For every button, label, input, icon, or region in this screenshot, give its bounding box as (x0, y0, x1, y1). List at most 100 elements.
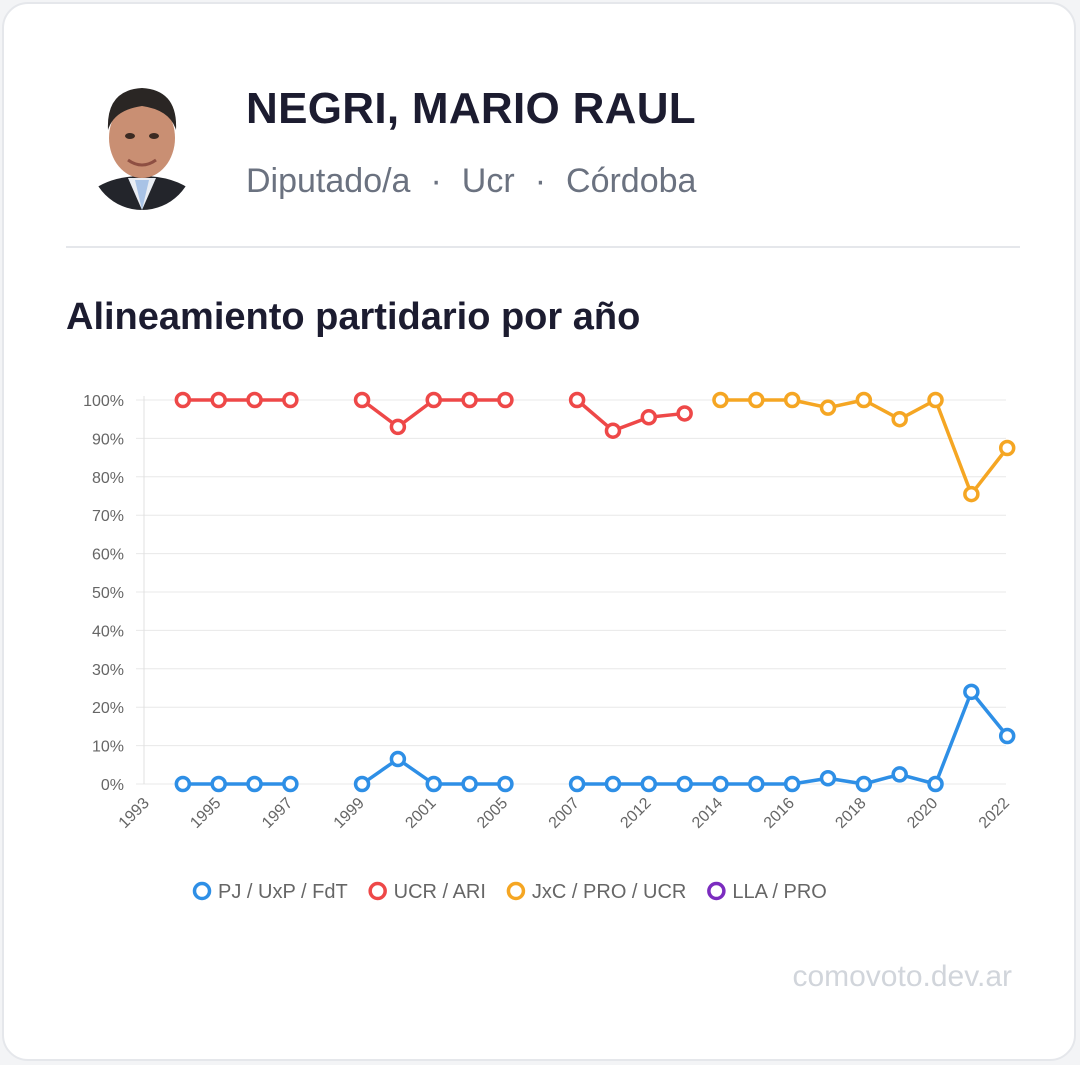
watermark: comovoto.dev.ar (792, 960, 1012, 993)
legend-marker (368, 881, 387, 901)
y-tick-label: 90% (92, 431, 124, 448)
data-point (282, 391, 299, 409)
deputy-role: Diputado/a (246, 162, 411, 200)
data-point (640, 409, 658, 426)
data-point (389, 750, 407, 768)
x-tick-label: 1997 (259, 795, 296, 832)
data-point (712, 391, 729, 409)
x-tick-label: 1995 (187, 795, 224, 832)
data-point (927, 391, 944, 409)
x-tick-label: 2001 (402, 795, 439, 832)
y-tick-label: 10% (92, 739, 124, 756)
x-tick-label: 2014 (689, 795, 726, 832)
x-tick-label: 2005 (474, 795, 511, 832)
data-point (927, 775, 944, 793)
legend-marker (506, 881, 526, 901)
data-point (497, 775, 514, 793)
data-point (497, 391, 514, 409)
data-point (353, 391, 371, 409)
data-point (891, 766, 908, 783)
data-point (998, 727, 1016, 745)
data-point (998, 439, 1016, 457)
data-point (353, 775, 371, 793)
y-tick-label: 0% (101, 777, 124, 794)
legend-marker (192, 881, 212, 901)
series-PJ / UxP / FdT (174, 683, 1016, 793)
legend-marker (707, 881, 726, 901)
data-point (425, 391, 442, 409)
y-tick-label: 30% (92, 662, 124, 679)
series-line (577, 690, 1009, 786)
chart-axes: 0% 10% 20% 30% 40% 50% 60% 70% 80% 90% 100% 1993 199… (83, 393, 1013, 832)
meta-separator: · (534, 162, 547, 200)
data-point (783, 775, 801, 793)
chart-legend: PJ / UxP / FdT UCR / ARI JxC / PRO / UCR LL… (192, 881, 827, 903)
data-point (676, 405, 693, 422)
x-tick-label: 2020 (904, 795, 941, 832)
x-tick-label: 1993 (116, 795, 153, 832)
data-point (604, 422, 622, 439)
y-tick-label: 40% (92, 623, 124, 640)
x-tick-label: 2018 (832, 795, 869, 832)
avatar (90, 80, 194, 210)
x-tick-label: 2012 (617, 795, 654, 832)
chart-grid (136, 399, 1006, 785)
y-tick-label: 80% (92, 470, 124, 487)
x-tick-label: 1999 (331, 795, 368, 832)
chart-series (174, 391, 1016, 793)
legend-label: JxC / PRO / UCR (532, 881, 686, 903)
data-point (282, 775, 299, 793)
data-point (640, 775, 658, 793)
meta-separator: · (430, 162, 442, 200)
data-point (174, 391, 192, 409)
data-point (389, 418, 407, 436)
series-line (575, 398, 685, 433)
series-UCR / ARI (174, 391, 693, 439)
data-point (712, 775, 729, 793)
data-point (461, 775, 478, 793)
data-point (246, 775, 263, 793)
data-point (604, 775, 622, 793)
data-point (676, 775, 693, 793)
legend-label: LLA / PRO (732, 881, 827, 903)
data-point (963, 485, 980, 503)
data-point (568, 391, 586, 409)
data-point (891, 410, 908, 428)
deputy-name: NEGRI, MARIO RAUL (246, 84, 696, 133)
x-tick-label: 2022 (976, 795, 1013, 832)
y-tick-label: 70% (92, 508, 124, 525)
party-alignment-chart: 0% 10% 20% 30% 40% 50% 60% 70% 80% 90% 100% 1993 199… (83, 391, 1016, 903)
x-tick-label: 2007 (546, 795, 583, 832)
section-title: Alineamiento partidario por año (66, 296, 641, 338)
data-point (748, 775, 765, 793)
legend-label: PJ / UxP / FdT (218, 881, 348, 903)
header-divider (66, 246, 1020, 248)
y-tick-label: 100% (83, 393, 124, 410)
data-point (819, 769, 837, 787)
avatar-photo (90, 80, 194, 210)
x-tick-label: 2016 (761, 795, 798, 832)
data-point (461, 391, 478, 409)
data-point (783, 391, 801, 409)
data-point (748, 391, 765, 409)
data-point (210, 391, 227, 409)
data-point (210, 775, 227, 793)
deputy-party: Ucr (461, 162, 515, 200)
data-point (425, 775, 442, 793)
data-point (819, 399, 837, 416)
y-tick-label: 20% (92, 700, 124, 717)
data-point (855, 775, 873, 793)
y-tick-label: 60% (92, 547, 124, 564)
data-point (174, 775, 192, 793)
legend-label: UCR / ARI (394, 881, 486, 903)
deputy-meta: Diputado/a · Ucr · Córdoba (246, 162, 696, 201)
data-point (855, 391, 873, 409)
data-point (963, 683, 980, 701)
data-point (246, 391, 263, 409)
series-JxC / PRO / UCR (712, 391, 1016, 503)
data-point (568, 775, 586, 793)
y-tick-label: 50% (92, 585, 124, 602)
series-line (720, 398, 1009, 496)
deputy-province: Córdoba (566, 162, 697, 200)
